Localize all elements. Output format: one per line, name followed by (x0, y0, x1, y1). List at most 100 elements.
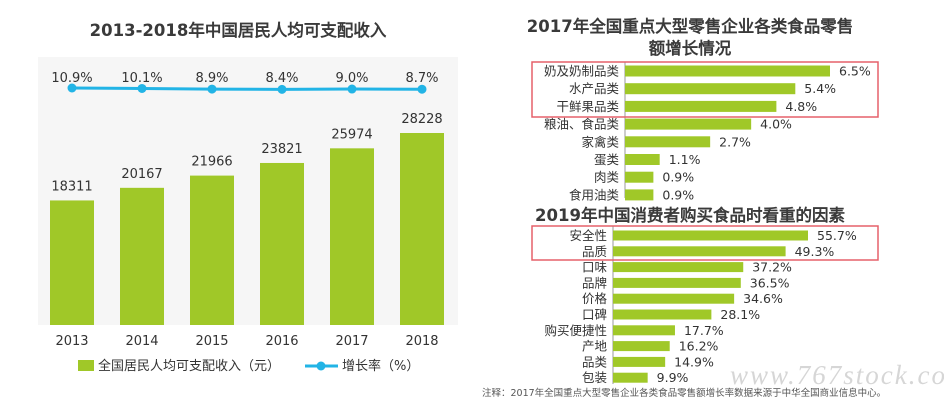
factor-category-5: 口碑 (582, 307, 607, 322)
retail-value-2: 4.8% (785, 99, 817, 114)
income-chart-legend: 全国居民人均可支配收入（元） 增长率（%） (78, 358, 419, 374)
factor-value-8: 14.9% (674, 354, 714, 369)
retail-value-7: 0.9% (662, 187, 694, 202)
retail-category-2: 干鲜果品类 (556, 99, 619, 114)
growth-rate-line (71, 86, 423, 91)
factor-value-9: 9.9% (657, 370, 689, 385)
growth-rate-label-2014: 10.1% (121, 71, 162, 86)
factor-bar-5 (613, 309, 712, 320)
factor-value-7: 16.2% (679, 339, 719, 354)
factor-category-9: 包装 (582, 370, 607, 385)
factor-category-7: 产地 (582, 339, 608, 354)
growth-rate-point-2014 (137, 83, 147, 93)
year-tick-2018: 2018 (405, 334, 438, 349)
income-bar-2017 (330, 148, 374, 325)
factor-bar-1 (613, 246, 786, 257)
growth-rate-label-2018: 8.7% (405, 71, 438, 86)
growth-rate-point-2016 (277, 84, 287, 94)
income-bar-2014 (120, 187, 164, 325)
retail-category-4: 家禽类 (581, 134, 619, 149)
factor-value-3: 36.5% (750, 275, 790, 290)
retail-bar-0 (625, 65, 830, 77)
factor-value-6: 17.7% (684, 323, 724, 338)
retail-value-4: 2.7% (719, 134, 751, 149)
factor-bar-9 (613, 372, 648, 383)
retail-category-3: 粮油、食品类 (544, 117, 620, 132)
retail-value-6: 0.9% (662, 170, 694, 185)
income-bar-2013 (50, 200, 94, 325)
retail-chart-title-line1: 2017年全国重点大型零售企业各类食品零售 (527, 16, 853, 36)
retail-value-3: 4.0% (760, 117, 792, 132)
legend-bar-label: 全国居民人均可支配收入（元） (98, 358, 280, 374)
retail-value-0: 6.5% (839, 64, 871, 79)
legend-line-marker (316, 361, 326, 371)
income-bar-label-2014: 20167 (121, 167, 162, 182)
retail-value-1: 5.4% (804, 81, 836, 96)
retail-bar-1 (625, 83, 796, 95)
factor-category-0: 安全性 (569, 228, 607, 243)
year-tick-2013: 2013 (55, 334, 88, 349)
retail-chart-title-line2: 额增长情况 (649, 38, 732, 58)
income-bar-label-2018: 28228 (401, 112, 442, 127)
income-chart-title: 2013-2018年中国居民人均可支配收入 (90, 20, 387, 40)
retail-bar-4 (625, 136, 711, 148)
factors-chart-title: 2019年中国消费者购买食品时看重的因素 (535, 205, 845, 225)
retail-bar-2 (625, 100, 777, 112)
retail-highlight-box (531, 61, 879, 118)
income-bar-label-2013: 18311 (51, 179, 92, 194)
year-tick-2014: 2014 (125, 334, 158, 349)
factor-category-6: 购买便捷性 (544, 323, 607, 338)
factor-category-4: 价格 (582, 291, 608, 306)
retail-value-5: 1.1% (669, 152, 701, 167)
income-bar-2018 (400, 133, 444, 325)
footnote: 注释：2017年全国重点大型零售企业各类食品零售额增长率数据来源于中华全国商业信… (482, 388, 887, 399)
growth-rate-point-2013 (67, 83, 77, 93)
factor-category-2: 口味 (582, 260, 608, 275)
factor-category-1: 品质 (582, 244, 607, 259)
retail-category-7: 食用油类 (569, 187, 620, 202)
income-chart: 2013-2018年中国居民人均可支配收入 18311 20167 21966 238… (38, 20, 458, 374)
year-tick-2016: 2016 (265, 334, 298, 349)
growth-rate-label-2013: 10.9% (51, 71, 92, 86)
growth-rate-point-2018 (417, 84, 427, 94)
retail-bar-3 (625, 118, 752, 130)
factor-bar-2 (613, 262, 744, 273)
watermark-text: www.767stock.com (730, 360, 944, 390)
retail-bar-7 (625, 189, 654, 201)
legend-line-label: 增长率（%） (342, 358, 419, 374)
factor-category-3: 品牌 (582, 275, 607, 290)
factor-value-1: 49.3% (795, 244, 835, 259)
income-chart-plot-bg (38, 57, 458, 325)
growth-rate-label-2016: 8.4% (265, 71, 298, 86)
growth-rate-label-2015: 8.9% (195, 71, 228, 86)
income-bar-2016 (260, 162, 304, 325)
retail-category-1: 水产品类 (569, 81, 620, 96)
factor-bar-8 (613, 356, 666, 367)
factor-bar-0 (613, 230, 808, 241)
legend-bar-swatch (78, 360, 94, 371)
factor-bar-3 (613, 277, 741, 288)
growth-rate-point-2017 (347, 84, 357, 94)
retail-category-6: 肉类 (594, 170, 620, 185)
factor-bar-7 (613, 341, 670, 352)
income-bar-2015 (190, 175, 234, 325)
income-bar-label-2016: 23821 (261, 142, 302, 157)
factor-value-0: 55.7% (817, 228, 857, 243)
retail-category-0: 奶及奶制品类 (544, 64, 620, 79)
factor-category-8: 品类 (582, 354, 608, 369)
factor-value-2: 37.2% (752, 260, 792, 275)
income-bar-label-2017: 25974 (331, 127, 372, 142)
income-bar-label-2015: 21966 (191, 155, 232, 170)
growth-rate-point-2015 (207, 84, 217, 94)
factor-bar-4 (613, 293, 735, 304)
growth-rate-label-2017: 9.0% (335, 71, 368, 86)
factor-value-4: 34.6% (743, 291, 783, 306)
retail-bar-6 (625, 171, 654, 183)
purchase-factors-chart: 2019年中国消费者购买食品时看重的因素 安全性 55.7% 品质 49.3% 口味 37… (531, 205, 879, 385)
retail-growth-chart: 2017年全国重点大型零售企业各类食品零售 额增长情况 奶及奶制品类 6.5% 水产… (527, 16, 879, 202)
year-tick-2015: 2015 (195, 334, 228, 349)
retail-bar-5 (625, 154, 660, 165)
factor-value-5: 28.1% (720, 307, 760, 322)
retail-category-5: 蛋类 (594, 152, 620, 167)
